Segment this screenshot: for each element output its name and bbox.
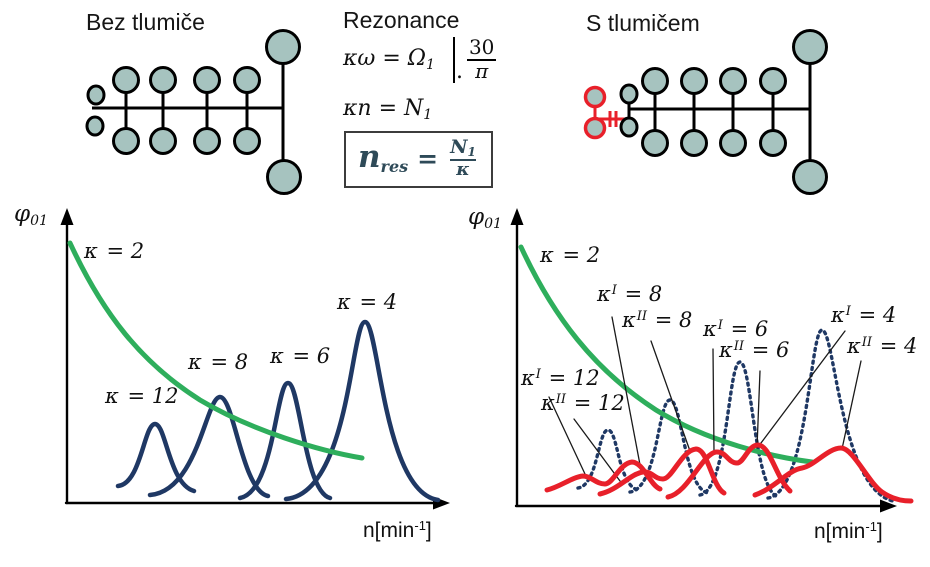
mass-circle-small [86,84,106,106]
curve-label-kII4: κII = 4 [847,334,918,358]
mass-circle [233,127,261,155]
resonance-peak-k8 [147,394,271,499]
boxed-formula: nres = N1 κ [344,131,493,189]
y-axis-arrow [60,208,74,225]
x-axis-arrow [880,499,897,513]
curve-label-k2: κ = 2 [540,243,601,267]
leader-line-kII8 [650,340,691,452]
dotted-peak-k6 [698,360,780,499]
mass-circle [149,127,177,155]
leader-line-kI6 [712,348,715,453]
curve-label-kII12: κII = 12 [541,391,625,415]
right-x-axis-label: n[min-1] [814,519,883,543]
resonance-peak-k12 [115,421,197,494]
mass-circle-small [619,116,639,138]
eq1-frac-den: π [467,59,497,83]
curve-label-k2: κ = 2 [84,239,145,263]
resonance-peak-k6 [237,380,333,501]
right-y-axis-label: φ01 [468,204,502,232]
damper-element [583,85,631,140]
boxed-formula-wrapper: nres = N1 κ [344,131,493,189]
mass-circle [193,66,221,94]
curve-label-kII6: κII = 6 [719,338,790,362]
mass-circle [233,66,261,94]
boxed-frac-num: N1 [450,136,476,159]
mass-circle [641,129,669,157]
mass-circle [680,67,708,95]
left-y-axis-label: φ01 [14,201,48,229]
eq1-lhs: κω = Ω1 [343,46,435,73]
left-x-axis-label: n[min-1] [363,518,432,542]
mass-circle [719,67,747,95]
mass-circle [759,129,787,157]
right-system-diagram [583,29,828,195]
flywheel-circle [266,159,302,195]
resonance-peak-k4 [283,319,441,503]
curve-label-kI6: κI = 6 [703,317,769,341]
envelope-curve-k2 [67,240,365,461]
curve-label-k6: κ = 6 [270,344,331,368]
curve-label-k8: κ = 8 [188,350,249,374]
equals-sign: = [417,144,439,174]
mass-circle [759,67,787,95]
mass-circle-small [85,115,105,137]
equation-resonance-n: κn = N1 [343,96,433,123]
equation-resonance-omega: κω = Ω1 . 30 π [343,37,499,83]
multiply-bar [452,37,455,83]
damped-curve-k12 [544,459,663,493]
boxed-fraction: N1 κ [447,136,479,180]
dotted-peak-k8 [628,398,710,495]
left-system-diagram [85,29,302,195]
curve-label-k12: κ = 12 [105,384,179,408]
curve-label-kI4: κI = 4 [831,303,897,327]
curve-label-kI8: κI = 8 [597,282,663,306]
mass-circle [641,67,669,95]
leader-line-kII6 [756,370,761,449]
boxed-frac-den: κ [450,158,476,180]
damped-curve-k4 [752,445,914,504]
eq1-frac-num: 30 [468,35,495,60]
right-chart [510,208,914,513]
leader-line-kII4 [841,360,862,450]
leader-line-kI4 [757,330,846,448]
resonance-title: Rezonance [343,7,460,33]
left-chart [60,208,450,510]
nres-symbol: nres [358,139,409,177]
y-axis-arrow [510,208,524,225]
eq1-fraction: 30 π [464,37,499,82]
damped-curve-k6 [665,442,793,500]
dotted-peak-k12 [576,428,640,492]
flywheel-circle [792,159,828,195]
mass-circle [680,129,708,157]
eq2-lhs: κn = N1 [343,96,433,123]
left-system-title: Bez tlumiče [86,9,205,35]
damper-mass-circle [583,116,607,140]
right-system-title: S tlumičem [586,10,700,36]
eq1-dot: . [455,59,463,84]
curve-label-kI12: κI = 12 [521,366,600,390]
mass-circle [149,66,177,94]
mass-circle [719,129,747,157]
damper-mass-circle [583,85,607,109]
flywheel-circle [792,29,828,65]
mass-circle [112,66,140,94]
leader-line-kII12 [573,418,621,482]
curve-label-kII8: κII = 8 [622,308,693,332]
leader-line-kI12 [548,396,586,475]
mass-circle [193,127,221,155]
leader-line-kI8 [611,316,642,471]
flywheel-circle [265,29,301,65]
mass-circle-small [619,83,639,105]
mass-circle [112,127,140,155]
curve-label-k4: κ = 4 [337,290,398,314]
